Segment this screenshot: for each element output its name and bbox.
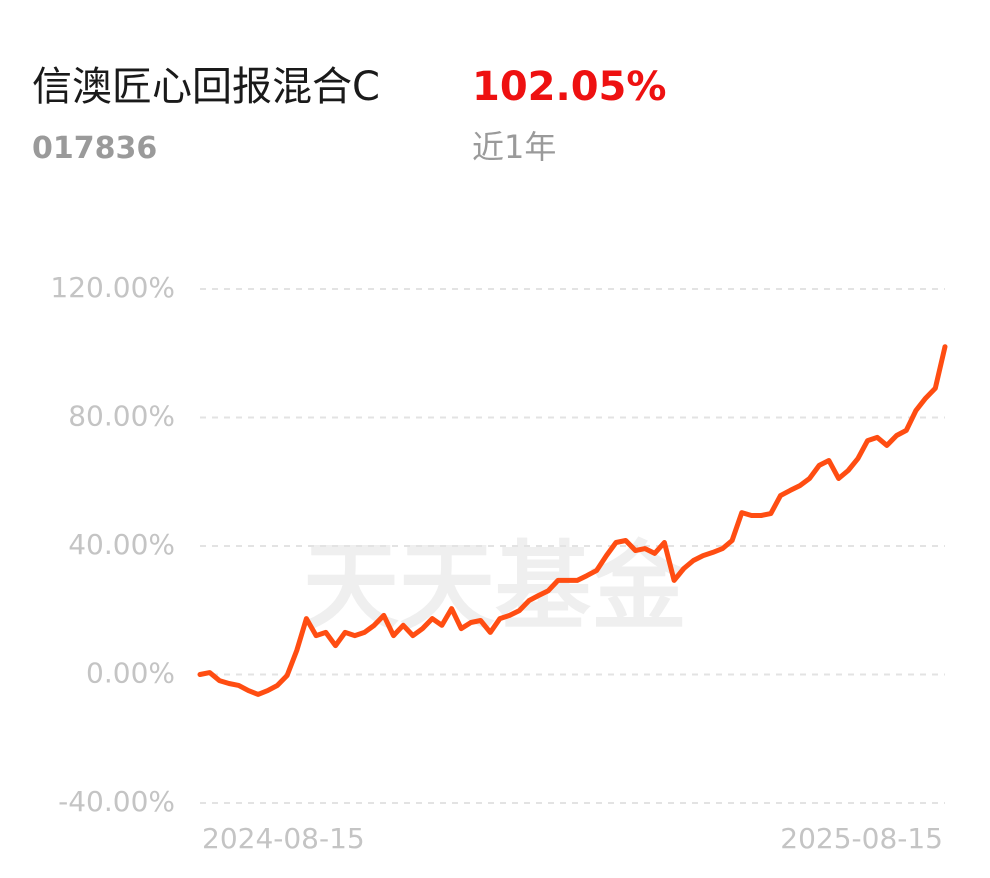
y-tick-label: 0.00% (86, 657, 175, 690)
y-tick-label: 120.00% (50, 271, 175, 304)
y-tick-label: -40.00% (58, 785, 175, 818)
x-tick-label: 2024-08-15 (202, 822, 365, 855)
y-tick-label: 40.00% (68, 528, 175, 561)
return-value: 102.05% (472, 64, 666, 110)
fund-name: 信澳匠心回报混合C (32, 64, 380, 110)
x-tick-label: 2025-08-15 (780, 822, 943, 855)
line-series (197, 344, 948, 697)
period-label: 近1年 (472, 128, 556, 166)
y-tick-label: 80.00% (68, 400, 175, 433)
fund-code: 017836 (32, 131, 157, 166)
